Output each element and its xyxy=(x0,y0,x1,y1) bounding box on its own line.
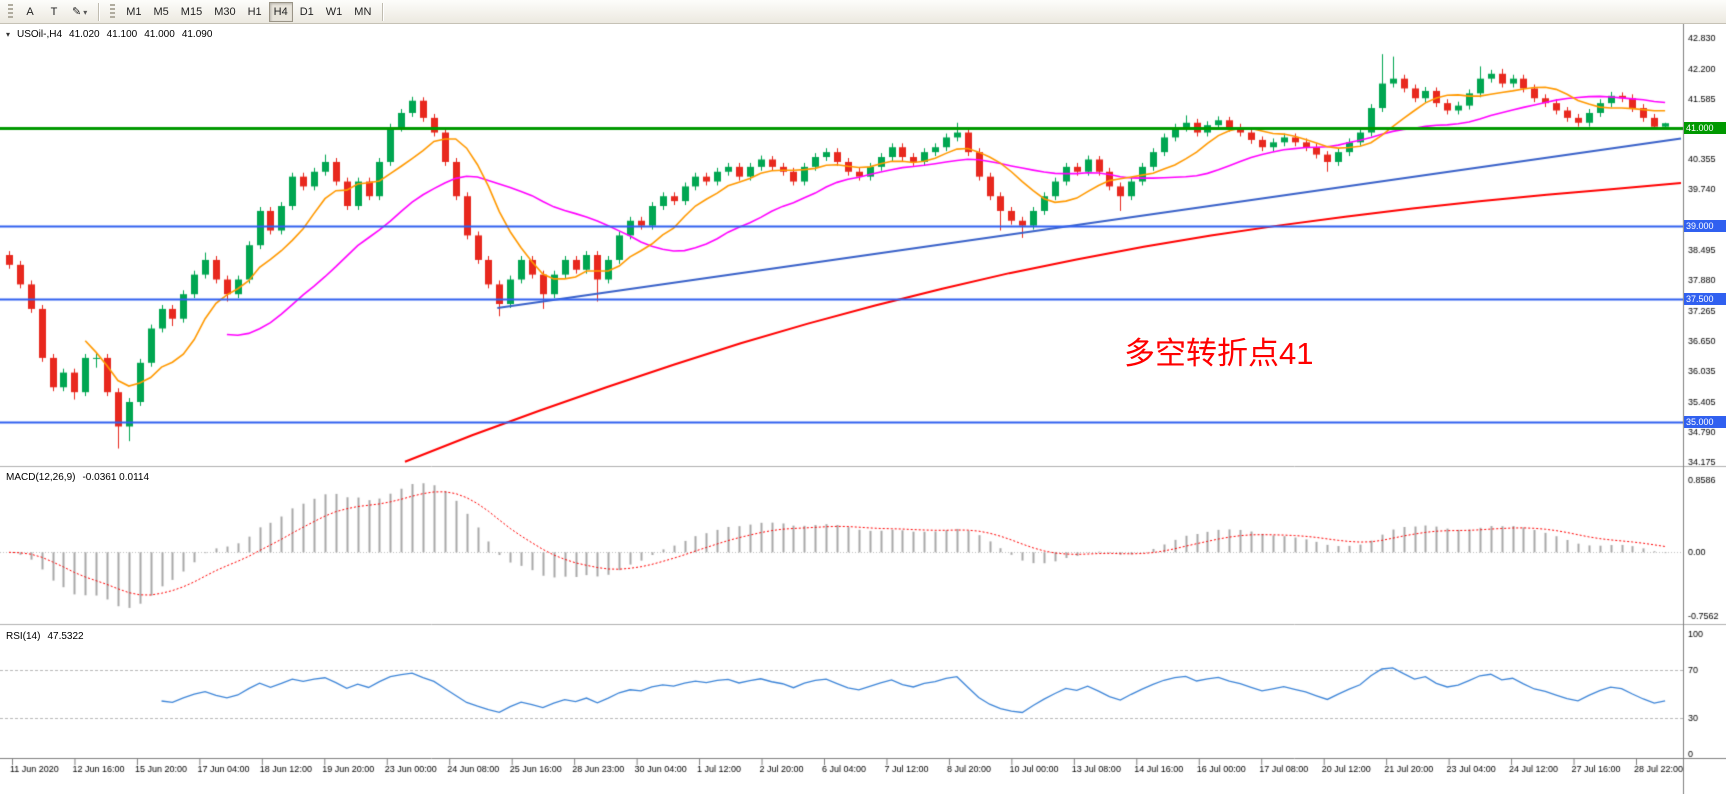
collapse-icon[interactable]: ▾ xyxy=(6,30,11,39)
price-chart-canvas[interactable] xyxy=(0,24,1726,794)
price-level-tag: 39.000 xyxy=(1684,220,1726,232)
draw-tool-button[interactable]: ✎ ▾ xyxy=(67,2,92,22)
price-level-tag: 37.500 xyxy=(1684,293,1726,305)
chart-window: ▾ USOil-,H4 41.020 41.100 41.000 41.090 … xyxy=(0,24,1726,794)
symbol-label: USOil-,H4 xyxy=(17,29,63,40)
timeframe-m5-button[interactable]: M5 xyxy=(149,2,174,22)
toolbar-separator xyxy=(98,2,101,21)
low-value: 41.000 xyxy=(144,29,175,40)
toolbar-separator xyxy=(382,2,385,21)
chevron-down-icon: ▾ xyxy=(83,8,88,17)
timeframe-mn-button[interactable]: MN xyxy=(349,2,376,22)
timeframe-m30-button[interactable]: M30 xyxy=(209,2,240,22)
timeframe-toolbar-grip[interactable] xyxy=(110,3,116,20)
text-tool-button[interactable]: T xyxy=(43,2,65,22)
rsi-title: RSI(14) xyxy=(6,631,41,642)
close-value: 41.090 xyxy=(181,29,213,40)
timeframe-m1-button[interactable]: M1 xyxy=(121,2,146,22)
rsi-value: 47.5322 xyxy=(47,631,84,642)
timeframe-m15-button[interactable]: M15 xyxy=(176,2,207,22)
price-level-tag: 35.000 xyxy=(1684,416,1726,428)
open-value: 41.020 xyxy=(69,29,100,40)
pencil-icon: ✎ xyxy=(72,6,82,18)
timeframe-h1-button[interactable]: H1 xyxy=(243,2,267,22)
timeframe-d1-button[interactable]: D1 xyxy=(295,2,319,22)
timeframe-w1-button[interactable]: W1 xyxy=(321,2,348,22)
chart-symbol-header: ▾ USOil-,H4 41.020 41.100 41.000 41.090 xyxy=(6,29,212,40)
chart-annotation-text[interactable]: 多空转折点41 xyxy=(1124,336,1314,371)
high-value: 41.100 xyxy=(106,29,138,40)
arrow-tool-button[interactable]: A xyxy=(19,2,41,22)
macd-title: MACD(12,26,9) xyxy=(6,472,76,483)
toolbar: A T ✎ ▾ M1 M5 M15 M30 H1 H4 D1 W1 MN xyxy=(0,0,1726,24)
timeframe-h4-button[interactable]: H4 xyxy=(268,1,293,22)
price-level-tag: 41.000 xyxy=(1684,122,1726,134)
macd-header: MACD(12,26,9) -0.0361 0.0114 xyxy=(6,472,149,483)
toolbar-grip[interactable] xyxy=(8,3,13,20)
macd-values: -0.0361 0.0114 xyxy=(82,472,150,483)
rsi-header: RSI(14) 47.5322 xyxy=(6,631,84,642)
